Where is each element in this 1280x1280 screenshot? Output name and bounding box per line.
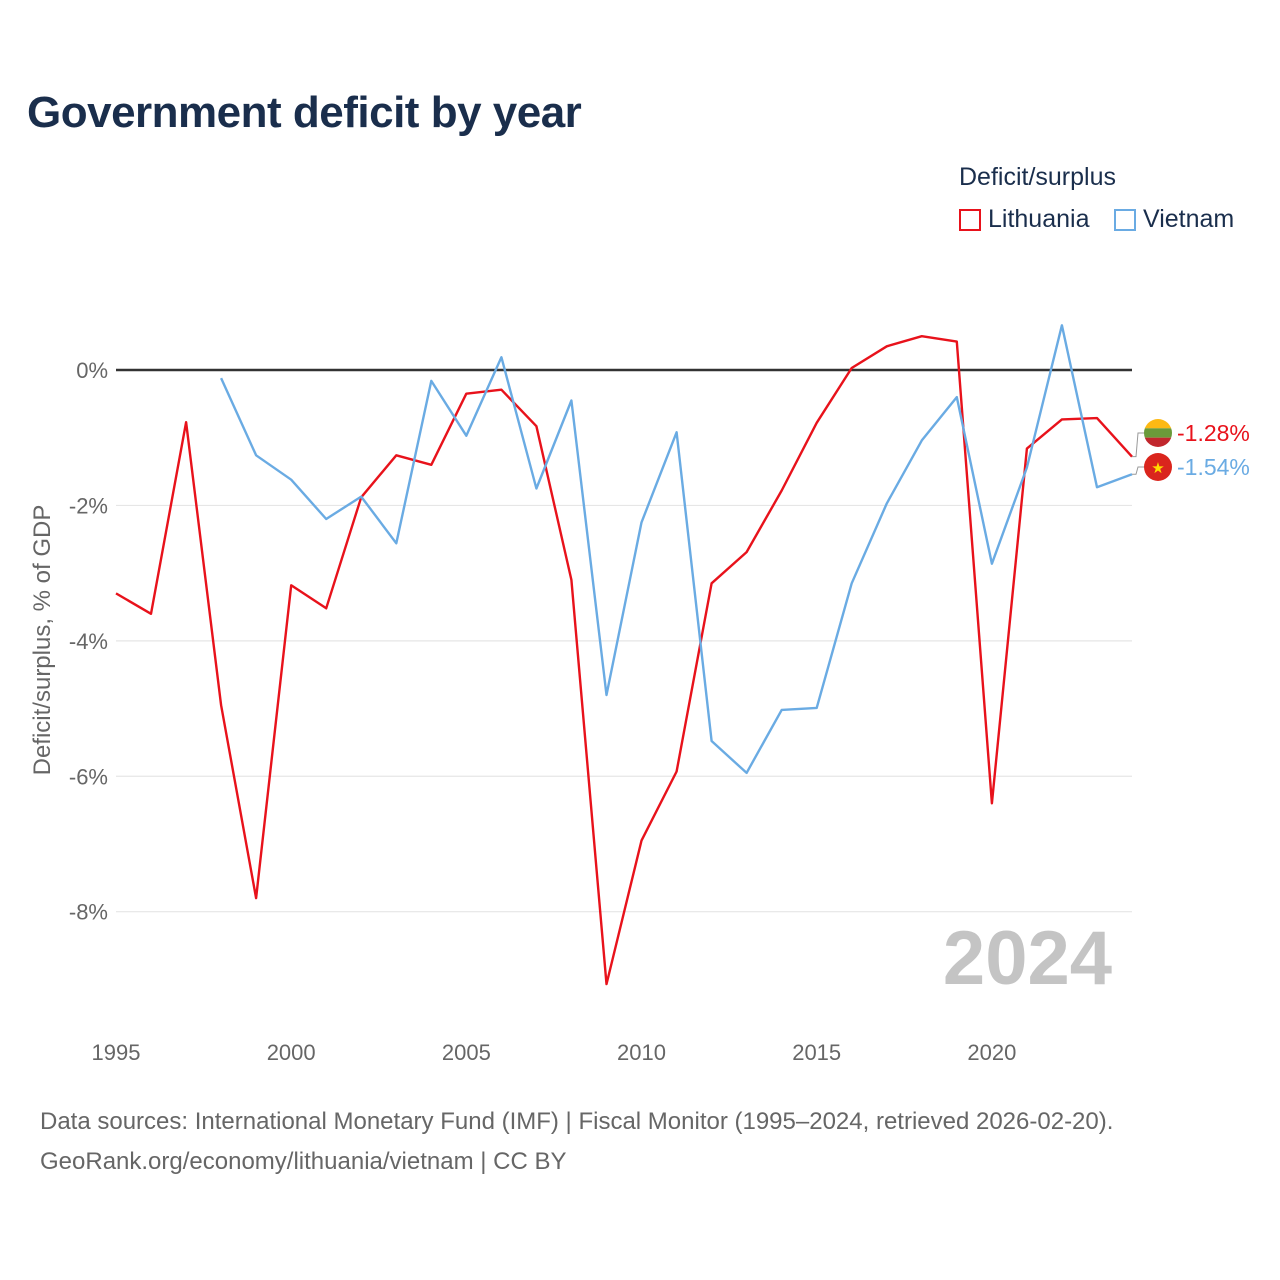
data-point-vietnam[interactable]	[674, 430, 679, 435]
data-point-vietnam[interactable]	[814, 705, 819, 710]
y-tick-label: -6%	[69, 764, 108, 789]
year-watermark: 2024	[943, 916, 1112, 1001]
data-point-lithuania[interactable]	[1024, 446, 1029, 451]
end-value-label-lithuania: -1.28%	[1177, 420, 1250, 446]
data-point-vietnam[interactable]	[919, 438, 924, 443]
data-point-lithuania[interactable]	[464, 391, 469, 396]
footer-sources: Data sources: International Monetary Fun…	[40, 1108, 1114, 1135]
data-point-vietnam[interactable]	[639, 520, 644, 525]
legend-title: Deficit/surplus	[959, 163, 1116, 191]
data-point-lithuania[interactable]	[604, 982, 609, 987]
data-point-vietnam[interactable]	[1059, 323, 1064, 328]
data-point-lithuania[interactable]	[709, 581, 714, 586]
data-point-vietnam[interactable]	[289, 477, 294, 482]
data-point-vietnam[interactable]	[884, 501, 889, 506]
data-point-vietnam[interactable]	[1024, 465, 1029, 470]
series-line-vietnam[interactable]	[220, 324, 1133, 775]
x-tick-label: 2010	[617, 1040, 666, 1065]
data-point-lithuania[interactable]	[289, 583, 294, 588]
x-tick-label: 2000	[267, 1040, 316, 1065]
lithuania-flag-icon	[1144, 419, 1172, 447]
data-point-lithuania[interactable]	[149, 611, 154, 616]
x-axis-ticks: 1995 2000 2005 2010 2015 2020	[92, 1040, 1017, 1065]
data-point-vietnam[interactable]	[219, 376, 224, 381]
footer-credit[interactable]: GeoRank.org/economy/lithuania/vietnam | …	[40, 1148, 567, 1175]
data-point-vietnam[interactable]	[744, 770, 749, 775]
data-point-lithuania[interactable]	[254, 896, 259, 901]
end-label-connector	[1132, 466, 1145, 475]
data-point-lithuania[interactable]	[184, 420, 189, 425]
data-point-lithuania[interactable]	[779, 488, 784, 493]
data-point-vietnam[interactable]	[849, 581, 854, 586]
data-point-vietnam[interactable]	[954, 395, 959, 400]
data-point-vietnam[interactable]	[464, 433, 469, 438]
data-point-vietnam[interactable]	[499, 355, 504, 360]
data-point-vietnam[interactable]	[779, 707, 784, 712]
data-point-lithuania[interactable]	[849, 365, 854, 370]
legend-label-lithuania: Lithuania	[988, 205, 1090, 233]
data-point-lithuania[interactable]	[429, 462, 434, 467]
data-point-vietnam[interactable]	[1094, 485, 1099, 490]
data-point-vietnam[interactable]	[394, 541, 399, 546]
gridlines	[116, 504, 1132, 913]
data-point-vietnam[interactable]	[534, 486, 539, 491]
data-point-lithuania[interactable]	[674, 769, 679, 774]
legend-item-lithuania[interactable]: Lithuania	[959, 205, 1089, 234]
data-point-lithuania[interactable]	[814, 420, 819, 425]
data-point-lithuania[interactable]	[744, 550, 749, 555]
chart-title: Government deficit by year	[27, 88, 582, 137]
data-point-vietnam[interactable]	[359, 494, 364, 499]
data-point-vietnam[interactable]	[569, 398, 574, 403]
data-point-vietnam[interactable]	[709, 739, 714, 744]
data-point-lithuania[interactable]	[954, 339, 959, 344]
legend-swatch-lithuania	[959, 208, 981, 231]
data-point-lithuania[interactable]	[114, 591, 119, 596]
end-labels: -1.28% ★ -1.54%	[1132, 419, 1250, 481]
x-tick-label: 2020	[967, 1040, 1016, 1065]
y-tick-label: -4%	[69, 629, 108, 654]
svg-text:★: ★	[1151, 459, 1164, 477]
data-point-lithuania[interactable]	[324, 606, 329, 611]
legend-item-vietnam[interactable]: Vietnam	[1114, 205, 1234, 234]
legend-label-vietnam: Vietnam	[1143, 205, 1235, 233]
y-tick-label: -8%	[69, 900, 108, 925]
data-point-vietnam[interactable]	[254, 453, 259, 458]
data-point-vietnam[interactable]	[429, 378, 434, 383]
y-tick-label: -2%	[69, 493, 108, 518]
x-tick-label: 1995	[92, 1040, 141, 1065]
data-point-lithuania[interactable]	[919, 334, 924, 339]
data-point-lithuania[interactable]	[534, 424, 539, 429]
end-label-connector	[1132, 432, 1145, 458]
data-point-lithuania[interactable]	[989, 801, 994, 806]
data-point-vietnam[interactable]	[989, 561, 994, 566]
data-point-vietnam[interactable]	[324, 516, 329, 521]
data-point-lithuania[interactable]	[1059, 417, 1064, 422]
data-point-lithuania[interactable]	[639, 838, 644, 843]
data-point-lithuania[interactable]	[499, 387, 504, 392]
y-axis-ticks: 0% -2% -4% -6% -8%	[69, 358, 108, 925]
legend-swatch-vietnam	[1114, 208, 1136, 231]
data-point-lithuania[interactable]	[219, 703, 224, 708]
data-point-lithuania[interactable]	[569, 577, 574, 582]
end-value-label-vietnam: -1.54%	[1177, 454, 1250, 480]
data-point-lithuania[interactable]	[394, 453, 399, 458]
x-tick-label: 2005	[442, 1040, 491, 1065]
vietnam-flag-icon: ★	[1144, 453, 1172, 481]
y-axis-label: Deficit/surplus, % of GDP	[29, 505, 56, 776]
series-line-lithuania[interactable]	[115, 335, 1133, 986]
data-point-lithuania[interactable]	[1094, 416, 1099, 421]
data-point-lithuania[interactable]	[884, 344, 889, 349]
data-point-vietnam[interactable]	[604, 693, 609, 698]
y-tick-label: 0%	[76, 358, 108, 383]
x-tick-label: 2015	[792, 1040, 841, 1065]
series-lines	[114, 323, 1133, 987]
